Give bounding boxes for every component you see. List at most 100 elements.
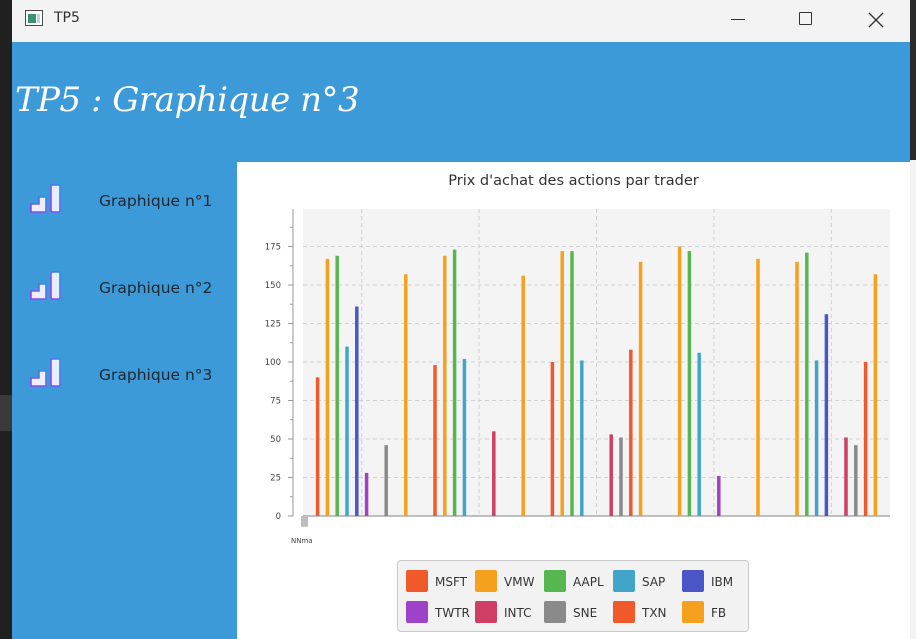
legend-label: IBM	[711, 575, 734, 589]
bar-fb	[404, 274, 408, 516]
x-tick-label-stray: NNma	[291, 537, 313, 545]
bar-sap	[814, 360, 819, 516]
bar-vmw	[677, 246, 682, 516]
background-desktop-left	[0, 0, 12, 639]
sidebar-item-graphique-3[interactable]: Graphique n°3	[28, 346, 228, 390]
minimize-button[interactable]	[715, 0, 761, 38]
bar-ibm	[824, 314, 829, 516]
legend-swatch	[406, 570, 428, 592]
bar-msft	[315, 377, 320, 516]
bar-chart-icon	[30, 271, 61, 300]
close-icon	[868, 12, 884, 28]
title-bar[interactable]: TP5	[12, 0, 910, 42]
y-tick-label: 25	[270, 474, 281, 484]
bar-ibm	[355, 306, 359, 516]
bar-twtr	[717, 475, 721, 516]
bar-sap	[462, 358, 467, 516]
legend-item-sap: SAP	[613, 570, 685, 594]
sidebar-item-label: Graphique n°3	[99, 366, 213, 384]
bar-fb	[756, 258, 760, 516]
bar-sne	[384, 445, 388, 516]
app-icon	[25, 10, 43, 26]
bar-sne	[619, 437, 623, 516]
bar-aapl	[687, 251, 692, 516]
window-title: TP5	[54, 10, 80, 26]
sidebar-item-graphique-2[interactable]: Graphique n°2	[28, 259, 228, 303]
bar-vmw	[443, 255, 447, 516]
legend-item-sne: SNE	[544, 601, 616, 625]
legend-swatch	[682, 570, 704, 592]
stray-bar	[301, 516, 308, 527]
bar-vmw	[795, 261, 799, 516]
legend-swatch	[406, 601, 428, 623]
legend-label: SAP	[642, 575, 666, 589]
legend-swatch	[544, 601, 566, 623]
bar-msft	[433, 365, 437, 516]
y-tick-label: 125	[265, 320, 281, 330]
bar-aapl	[570, 251, 574, 516]
bar-intc	[609, 434, 613, 516]
y-tick-label: 175	[265, 243, 281, 253]
chart-title: Prix d'achat des actions par trader	[448, 173, 699, 189]
bar-msft	[550, 362, 555, 516]
bar-chart-icon	[30, 184, 61, 213]
bar-fb	[638, 261, 643, 516]
legend-swatch	[544, 570, 566, 592]
legend-label: AAPL	[573, 575, 604, 589]
legend-item-twtr: TWTR	[406, 601, 478, 625]
legend-item-ibm: IBM	[682, 570, 754, 594]
app-window: TP5 TP5 : Graphique n°3 Graphique n°1	[12, 0, 910, 639]
sidebar-item-label: Graphique n°2	[99, 279, 213, 297]
sidebar-item-graphique-1[interactable]: Graphique n°1	[28, 172, 228, 216]
bar-vmw	[325, 258, 330, 516]
chart-legend: MSFT VMW AAPL SAP IBM TWTR INTC SNE TXN FB	[397, 560, 749, 632]
legend-item-fb: FB	[682, 601, 754, 625]
bar-txn	[629, 349, 633, 516]
close-button[interactable]	[853, 0, 899, 38]
bar-chart-icon	[30, 358, 61, 387]
legend-swatch	[613, 601, 635, 623]
legend-label: TWTR	[435, 606, 470, 620]
sidebar-item-label: Graphique n°1	[99, 192, 213, 210]
background-desktop-right	[910, 160, 916, 639]
bar-chart: 0 25 50 75 100 125 150 175 NNma	[265, 209, 890, 545]
background-desktop-band	[0, 395, 12, 431]
legend-item-txn: TXN	[613, 601, 685, 625]
bar-aapl	[452, 249, 457, 516]
legend-item-intc: INTC	[475, 601, 547, 625]
bar-sap	[345, 346, 349, 516]
page-title: TP5 : Graphique n°3	[15, 80, 360, 120]
legend-label: SNE	[573, 606, 598, 620]
maximize-button[interactable]	[783, 0, 829, 38]
legend-swatch	[613, 570, 635, 592]
legend-label: FB	[711, 606, 727, 620]
legend-item-msft: MSFT	[406, 570, 478, 594]
legend-label: VMW	[504, 575, 535, 589]
bar-fb	[521, 275, 525, 516]
legend-label: TXN	[642, 606, 667, 620]
legend-swatch	[475, 570, 497, 592]
bar-sne	[854, 445, 858, 516]
y-tick-label: 0	[276, 512, 281, 522]
y-tick-label: 50	[270, 435, 281, 445]
bar-sap	[580, 360, 584, 516]
y-tick-label: 75	[270, 397, 281, 407]
bar-fb	[873, 274, 878, 516]
legend-swatch	[682, 601, 704, 623]
legend-swatch	[475, 601, 497, 623]
bar-vmw	[560, 251, 564, 516]
legend-label: MSFT	[435, 575, 467, 589]
bar-txn	[863, 362, 868, 516]
bar-intc	[844, 437, 848, 516]
y-tick-label: 100	[265, 358, 281, 368]
chart-panel: Prix d'achat des actions par trader 0 25 5…	[237, 162, 910, 639]
y-tick-label: 150	[265, 281, 281, 291]
legend-item-aapl: AAPL	[544, 570, 616, 594]
bar-intc	[492, 431, 496, 516]
bar-sap	[697, 352, 701, 516]
bar-twtr	[364, 472, 369, 516]
legend-item-vmw: VMW	[475, 570, 547, 594]
legend-label: INTC	[504, 606, 532, 620]
bar-aapl	[805, 252, 809, 516]
bar-aapl	[335, 255, 339, 516]
